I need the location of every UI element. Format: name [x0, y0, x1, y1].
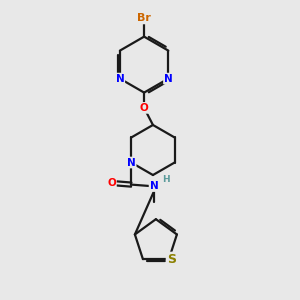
Text: N: N [116, 74, 124, 84]
Text: Br: Br [137, 14, 151, 23]
Text: N: N [164, 74, 173, 84]
Text: N: N [127, 158, 136, 167]
Text: S: S [167, 253, 176, 266]
Text: O: O [140, 103, 148, 113]
Text: H: H [162, 175, 169, 184]
Text: N: N [150, 181, 158, 191]
Text: O: O [107, 178, 116, 188]
